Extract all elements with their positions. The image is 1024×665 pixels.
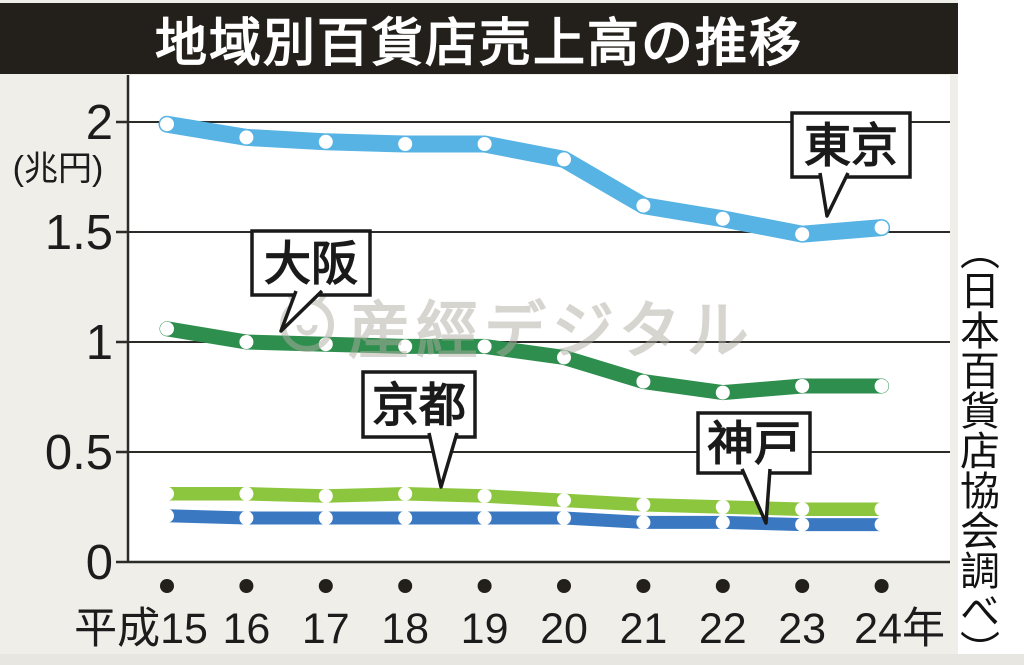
series-line-osaka xyxy=(159,321,890,401)
right-margin xyxy=(958,0,1024,665)
watermark-text: 産經デジタル xyxy=(348,297,755,366)
series-line-kobe xyxy=(160,509,889,532)
data-point-tokyo xyxy=(398,137,413,151)
callout-box-tokyo xyxy=(790,111,912,179)
y-tick-label: 2 xyxy=(86,96,113,150)
x-tick-label: 19 xyxy=(461,605,509,653)
data-point-kyoto xyxy=(874,502,889,517)
data-point-osaka xyxy=(636,374,651,389)
data-point-tokyo xyxy=(557,152,571,167)
data-point-kyoto xyxy=(398,486,413,501)
x-axis-dot xyxy=(239,579,254,593)
data-point-kobe xyxy=(795,517,810,532)
x-tick-label: 20 xyxy=(540,605,588,653)
data-point-osaka xyxy=(239,335,254,349)
data-point-tokyo xyxy=(318,134,333,149)
data-point-kyoto xyxy=(636,497,651,512)
data-point-kobe xyxy=(398,511,413,525)
y-tick-label: 0.5 xyxy=(45,426,113,480)
data-point-osaka xyxy=(160,321,174,336)
data-point-osaka xyxy=(795,379,810,393)
y-tick-label: 1.5 xyxy=(45,206,113,260)
data-point-kyoto xyxy=(160,486,174,501)
callout-label-kobe: 神戸 xyxy=(707,417,801,470)
watermark: 産經デジタル xyxy=(280,288,755,366)
x-axis-dot xyxy=(318,579,333,593)
data-point-kobe xyxy=(715,515,730,530)
data-point-osaka xyxy=(398,339,413,354)
callout-tail-osaka xyxy=(279,289,324,333)
callout-tail-tokyo xyxy=(818,172,850,218)
x-tick-label: 17 xyxy=(302,605,350,653)
y-tick-label: 1 xyxy=(86,316,113,370)
x-axis-dot xyxy=(715,579,730,593)
callout-label-kyoto: 京都 xyxy=(372,379,466,432)
data-point-kyoto xyxy=(715,500,730,514)
data-point-tokyo xyxy=(874,220,889,235)
bottom-margin xyxy=(0,654,1024,665)
data-point-tokyo xyxy=(795,227,810,242)
data-point-tokyo xyxy=(477,137,492,151)
data-point-kyoto xyxy=(239,486,254,501)
callout-box-kobe xyxy=(696,411,812,475)
x-tick-label: 22 xyxy=(699,605,747,653)
data-point-tokyo xyxy=(715,211,730,226)
data-point-kobe xyxy=(874,517,889,532)
x-axis-dot xyxy=(795,579,810,593)
x-tick-label: 23 xyxy=(778,605,826,653)
x-axis-dot xyxy=(398,579,413,593)
callout-tail-kyoto xyxy=(427,432,459,489)
x-axis-dot xyxy=(636,579,651,593)
callout-box-kyoto xyxy=(361,370,477,439)
data-point-tokyo xyxy=(160,117,174,132)
data-point-kyoto xyxy=(318,489,333,503)
title-bar: 地域別百貨店売上高の推移 xyxy=(0,3,958,74)
x-axis-dot xyxy=(874,579,889,593)
data-point-kyoto xyxy=(795,502,810,517)
data-point-osaka xyxy=(874,379,889,393)
y-axis-unit-label: (兆円) xyxy=(13,150,104,188)
callout-tail-kobe xyxy=(740,468,772,525)
data-point-kyoto xyxy=(477,489,492,503)
callout-label-osaka: 大阪 xyxy=(264,237,358,290)
x-tick-label: 24年 xyxy=(854,605,945,653)
data-point-kobe xyxy=(160,508,174,523)
data-point-tokyo xyxy=(636,198,651,213)
data-point-osaka xyxy=(557,350,571,365)
y-tick-label: 0 xyxy=(86,536,113,590)
callout-label-tokyo: 東京 xyxy=(804,119,898,172)
x-tick-label: 平成15 xyxy=(74,605,208,653)
x-tick-label: 21 xyxy=(619,605,667,653)
data-point-kobe xyxy=(239,511,254,525)
chart-title: 地域別百貨店売上高の推移 xyxy=(154,15,803,73)
series-line-tokyo xyxy=(158,115,891,243)
data-point-tokyo xyxy=(239,130,254,145)
data-point-kobe xyxy=(557,511,571,525)
data-point-osaka xyxy=(477,339,492,354)
x-axis-dot xyxy=(160,579,174,593)
x-axis-dot xyxy=(477,579,492,593)
data-point-kobe xyxy=(318,511,333,525)
source-note: （日本百貨店協会調べ） xyxy=(954,230,999,665)
x-tick-label: 16 xyxy=(222,605,270,653)
data-point-osaka xyxy=(715,385,730,400)
x-tick-label: 18 xyxy=(381,605,429,653)
data-point-kobe xyxy=(636,515,651,530)
x-axis-dot xyxy=(557,579,571,593)
data-point-kobe xyxy=(477,511,492,525)
callout-box-osaka xyxy=(250,229,372,297)
data-point-kyoto xyxy=(557,493,571,508)
